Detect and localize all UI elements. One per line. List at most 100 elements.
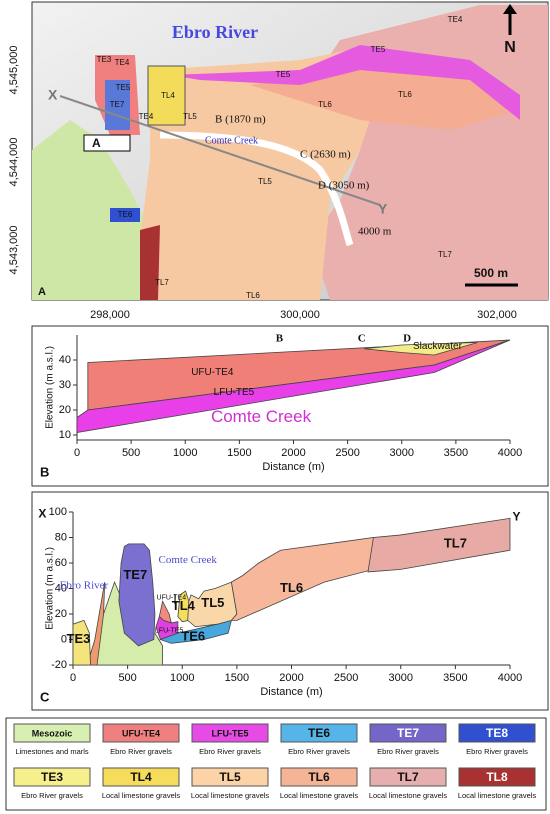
map-unit-label: TL5 <box>183 112 197 121</box>
unit-polygon <box>72 619 91 666</box>
annotation: Ebro River <box>60 579 109 591</box>
map-panel-letter: A <box>38 286 46 298</box>
unit-label: TL5 <box>201 595 224 610</box>
x-tick-label: 500 <box>118 672 136 684</box>
panel-letter: B <box>40 464 49 479</box>
unit-polygon <box>118 543 156 647</box>
map-mesozoic <box>32 120 150 300</box>
map-unit-label: TL6 <box>398 90 412 99</box>
legend-text: Local limestone gravels <box>458 791 537 800</box>
x-tick-label: 0 <box>74 447 80 459</box>
map-point-label: 4000 m <box>358 226 392 238</box>
legend-frame <box>5 717 547 811</box>
map-unit-label: TL6 <box>318 100 332 109</box>
map-unit-label: TE5 <box>276 70 291 79</box>
x-tick-label: 2000 <box>279 672 303 684</box>
legend-text: Local limestone gravels <box>369 791 448 800</box>
legend-name: TL4 <box>130 770 152 784</box>
legend-swatch <box>458 767 536 787</box>
arrow-box <box>83 134 131 152</box>
legend-name: TE7 <box>397 726 419 740</box>
map-section-y: Y <box>378 201 388 217</box>
map-panel <box>31 1 549 301</box>
legend-name: TL6 <box>308 770 330 784</box>
map-arrow-label: A <box>92 136 101 150</box>
unit-label: TL6 <box>280 580 303 595</box>
map-point-label: D (3050 m) <box>318 180 370 192</box>
annotation: Comte Creek <box>211 407 312 426</box>
map-te5 <box>170 45 520 120</box>
x-tick-label: 2500 <box>335 447 359 459</box>
unit-label: TL7 <box>444 535 467 550</box>
unit-polygon <box>187 581 238 628</box>
y-tick-label: 30 <box>59 379 71 391</box>
legend-name: TL7 <box>397 770 419 784</box>
legend-swatch <box>13 723 91 743</box>
legend-swatch <box>369 767 447 787</box>
map-unit-label: TL5 <box>258 177 272 186</box>
map-y-tick: 4,543,000 <box>8 226 20 275</box>
profile-point: B <box>276 333 284 345</box>
x-tick-label: 4000 <box>498 672 522 684</box>
unit-label: TE3 <box>67 631 91 646</box>
map-unit-label: TE5 <box>116 83 131 92</box>
y-tick-label: 80 <box>55 531 67 543</box>
map-section-x: X <box>48 87 58 103</box>
unit-label: TE7 <box>123 567 147 582</box>
legend-swatch <box>191 767 269 787</box>
map-unit-label: TL4 <box>161 91 175 100</box>
unit-polygon <box>158 600 172 624</box>
y-tick-label: 0 <box>61 633 67 645</box>
x-axis-label: Distance (m) <box>260 686 322 698</box>
x-axis-label: Distance (m) <box>262 461 324 473</box>
legend-text: Local limestone gravels <box>191 791 270 800</box>
legend-name: TL5 <box>219 770 241 784</box>
x-tick-label: 1000 <box>170 672 194 684</box>
legend-text: Ebro River gravels <box>288 747 350 756</box>
x-tick-label: 3500 <box>443 672 467 684</box>
annotation: X <box>38 507 46 521</box>
legend-text: Ebro River gravels <box>466 747 528 756</box>
legend-name: UFU-TE4 <box>122 728 160 738</box>
unit-polygon <box>230 537 374 621</box>
legend-text: Local limestone gravels <box>102 791 181 800</box>
map-tl4 <box>147 65 186 126</box>
x-tick-label: 3500 <box>444 447 468 459</box>
map-te8 <box>110 208 140 222</box>
legend-name: TL8 <box>486 770 508 784</box>
map-unit-label: TL7 <box>438 250 452 259</box>
x-tick-label: 1500 <box>225 672 249 684</box>
map-river: Ebro River <box>172 22 258 42</box>
y-tick-label: 100 <box>49 506 67 518</box>
map-y-tick: 4,545,000 <box>8 46 20 95</box>
map-unit-label: TE5 <box>371 45 386 54</box>
map-x-tick: 300,000 <box>280 309 320 321</box>
y-tick-label: -20 <box>51 659 67 671</box>
map-unit-label: TE3 <box>97 55 112 64</box>
map-unit-label: TE4 <box>115 58 130 67</box>
x-tick-label: 2000 <box>281 447 305 459</box>
map-creek-label: Comte Creek <box>205 135 258 146</box>
unit-polygon <box>363 342 478 356</box>
legend-text: Ebro River gravels <box>377 747 439 756</box>
profile-point: C <box>358 333 366 345</box>
map-creek <box>159 131 354 247</box>
x-tick-label: 0 <box>70 672 76 684</box>
unit-polygon <box>367 517 511 573</box>
y-tick-label: 60 <box>55 557 67 569</box>
legend-name: TE8 <box>486 726 508 740</box>
unit-label: LFU-TE5 <box>214 387 255 398</box>
annotation: Comte Creek <box>159 554 218 566</box>
map-unit-label: TE4 <box>448 15 463 24</box>
x-tick-label: 500 <box>122 447 140 459</box>
map-point-label: B (1870 m) <box>215 114 266 126</box>
map-tl5 <box>140 50 380 300</box>
legend-text: Local limestone gravels <box>280 791 359 800</box>
legend-text: Ebro River gravels <box>21 791 83 800</box>
map-north: N <box>504 39 516 56</box>
y-tick-label: 40 <box>59 354 71 366</box>
x-tick-label: 1000 <box>173 447 197 459</box>
annotation: Y <box>513 509 521 523</box>
legend-swatch <box>458 723 536 743</box>
map-unit-label: TE4 <box>139 112 154 121</box>
